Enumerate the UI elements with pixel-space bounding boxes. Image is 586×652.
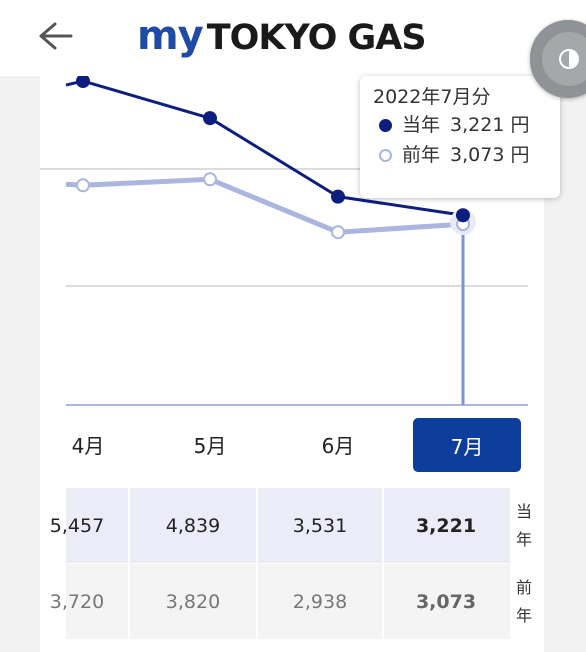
current-year-point-7[interactable] bbox=[456, 208, 470, 223]
previous-side-char-1: 前 bbox=[515, 577, 532, 597]
current-side-char-1: 当 bbox=[515, 501, 532, 521]
tooltip-current-value: 3,221 円 bbox=[450, 114, 530, 136]
cell-previous-7: 3,073 bbox=[415, 590, 477, 613]
chart-tooltip: 2022年7月分 当年 3,221 円 前年 3,073 円 bbox=[360, 76, 560, 198]
month-tab-6[interactable]: 6月 bbox=[321, 434, 355, 458]
cell-previous-6: 2,938 bbox=[292, 590, 348, 613]
previous-side-char-2: 年 bbox=[515, 605, 532, 625]
cell-previous-4: 3,720 bbox=[49, 590, 105, 613]
logo-brand-text: TOKYO GAS bbox=[206, 18, 427, 58]
previous-year-point-5[interactable] bbox=[203, 172, 217, 187]
month-tab-4[interactable]: 4月 bbox=[71, 434, 105, 458]
cell-previous-5: 3,820 bbox=[165, 590, 221, 613]
previous-year-dot-icon bbox=[379, 148, 392, 162]
current-side-char-2: 年 bbox=[515, 529, 532, 549]
previous-year-side-label: 前 年 bbox=[510, 564, 538, 639]
current-year-side-label: 当 年 bbox=[510, 488, 538, 563]
current-year-point-5[interactable] bbox=[203, 111, 217, 126]
table-row-current-year: 5,457 4,839 3,531 3,221 bbox=[50, 488, 538, 563]
float-button-inner bbox=[542, 32, 586, 86]
tooltip-title: 2022年7月分 bbox=[373, 86, 491, 108]
arrow-left-icon bbox=[39, 22, 73, 50]
tooltip-current-row: 当年 3,221 円 bbox=[373, 110, 560, 140]
tooltip-previous-value: 3,073 円 bbox=[450, 144, 530, 166]
tooltip-current-label: 当年 bbox=[402, 114, 441, 136]
tooltip-previous-row: 前年 3,073 円 bbox=[373, 140, 560, 170]
app-header: my TOKYO GAS bbox=[0, 0, 586, 76]
current-year-point-4[interactable] bbox=[76, 76, 90, 89]
cell-current-5: 4,839 bbox=[165, 514, 221, 537]
tooltip-previous-label: 前年 bbox=[402, 144, 441, 166]
current-year-point-6[interactable] bbox=[331, 189, 345, 204]
table-row-previous-year: 3,720 3,820 2,938 3,073 bbox=[50, 564, 538, 639]
cell-current-4: 5,457 bbox=[49, 514, 105, 537]
back-button[interactable] bbox=[30, 14, 78, 58]
accessibility-float-button[interactable] bbox=[530, 20, 586, 98]
cell-current-6: 3,531 bbox=[292, 514, 348, 537]
usage-line-chart bbox=[40, 76, 528, 406]
month-tab-5[interactable]: 5月 bbox=[193, 434, 227, 458]
cell-current-7: 3,221 bbox=[415, 514, 477, 537]
logo-my-text: my bbox=[137, 13, 204, 59]
previous-year-point-6[interactable] bbox=[331, 225, 345, 240]
contrast-toggle-icon bbox=[559, 49, 579, 69]
month-tab-7-selected[interactable]: 7月 bbox=[413, 418, 521, 472]
tokyo-gas-logo: my TOKYO GAS bbox=[137, 10, 427, 62]
previous-year-point-4[interactable] bbox=[76, 178, 90, 193]
current-year-dot-icon bbox=[379, 118, 392, 132]
